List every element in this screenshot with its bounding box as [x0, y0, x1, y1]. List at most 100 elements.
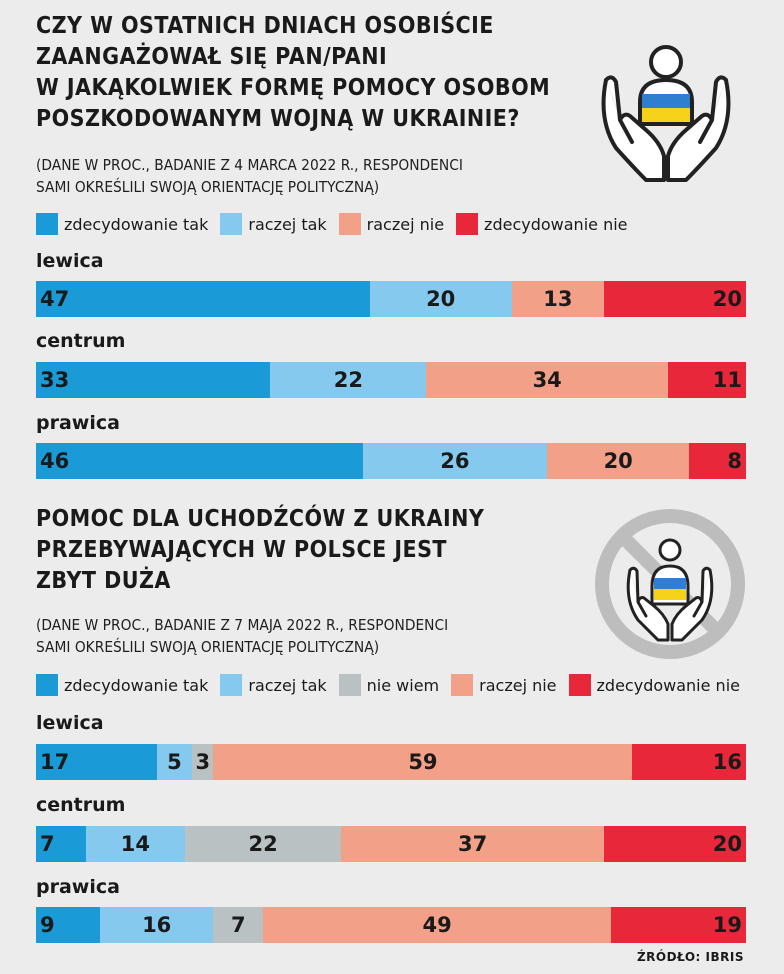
bar-segment: 17: [36, 744, 157, 780]
bar-segment: 16: [632, 744, 746, 780]
data-label: 46: [40, 449, 70, 473]
data-label: 8: [727, 449, 742, 473]
chart1-title-line: CZY W OSTATNICH DNIACH OSOBIŚCIE: [36, 11, 494, 39]
left-hand: [626, 566, 670, 642]
data-label: 20: [712, 832, 742, 856]
category-label: prawica: [36, 412, 120, 434]
legend-swatch: [220, 674, 243, 696]
bar-segment: 11: [667, 362, 746, 398]
bar-segment: 7: [36, 826, 86, 862]
stacked-bar: 47 20 13 20: [36, 281, 746, 317]
data-label: 26: [440, 449, 470, 473]
legend-label: raczej tak: [248, 214, 327, 234]
chart2-title: POMOC DLA UCHODŹCÓW Z UKRAINY PRZEBYWAJĄ…: [36, 503, 484, 596]
bar-segment: 20: [603, 826, 746, 862]
bar-segment: 59: [213, 744, 633, 780]
stacked-bar: 33 22 34 11: [36, 362, 746, 398]
chart1-title-line: W JAKĄKOLWIEK FORMĘ POMOCY OSOBOM: [36, 73, 551, 101]
data-label: 59: [408, 750, 438, 774]
stacked-bar: 9 16 7 49 19: [36, 907, 746, 943]
right-hand: [670, 566, 714, 642]
legend-label: nie wiem: [366, 675, 440, 695]
data-label: 22: [333, 368, 363, 392]
left-hand: [601, 75, 666, 182]
chart1-subtitle-line: SAMI OKREŚLILI SWOJĄ ORIENTACJĘ POLITYCZ…: [36, 178, 380, 196]
bar-segment: 16: [99, 907, 214, 943]
bar-segment: 9: [36, 907, 100, 943]
bar-segment: 46: [36, 443, 363, 479]
legend-label: zdecydowanie nie: [484, 214, 628, 234]
legend-item: zdecydowanie nie: [456, 213, 628, 235]
chart2-subtitle-line: (DANE W PROC., BADANIE Z 7 MAJA 2022 R.,…: [36, 616, 449, 634]
legend-swatch: [36, 213, 58, 235]
legend-item: zdecydowanie nie: [568, 674, 740, 696]
chart2-subtitle-line: SAMI OKREŚLILI SWOJĄ ORIENTACJĘ POLITYCZ…: [36, 638, 380, 656]
category-label: centrum: [36, 794, 126, 816]
chart1-title-line: ZAANGAŻOWAŁ SIĘ PAN/PANI: [36, 42, 388, 70]
bar-segment: 47: [36, 281, 370, 317]
category-label: lewica: [36, 712, 104, 734]
chart2-title-line: POMOC DLA UCHODŹCÓW Z UKRAINY: [36, 504, 485, 532]
legend-item: nie wiem: [338, 674, 440, 696]
data-label: 17: [40, 750, 70, 774]
bar-segment: 19: [611, 907, 746, 943]
bar-segment: 22: [185, 826, 342, 862]
category-label: lewica: [36, 250, 104, 272]
data-label: 7: [40, 832, 55, 856]
category-label: prawica: [36, 876, 120, 898]
legend-item: zdecydowanie tak: [36, 213, 208, 235]
bar-segment: 26: [362, 443, 548, 479]
data-label: 20: [712, 287, 742, 311]
data-label: 14: [120, 832, 150, 856]
data-label: 9: [40, 913, 55, 937]
legend-item: zdecydowanie tak: [36, 674, 208, 696]
category-label: centrum: [36, 330, 126, 352]
hands-helping-person-icon: [586, 30, 746, 190]
chart1-subtitle: (DANE W PROC., BADANIE Z 4 MARCA 2022 R.…: [36, 154, 463, 198]
legend-swatch: [220, 213, 243, 235]
data-label: 22: [248, 832, 278, 856]
legend-label: zdecydowanie tak: [64, 675, 209, 695]
bar-segment: 8: [689, 443, 746, 479]
legend-item: raczej nie: [338, 213, 444, 235]
data-label: 20: [426, 287, 456, 311]
chart2-legend: zdecydowanie tak raczej tak nie wiem rac…: [36, 674, 752, 696]
legend-swatch: [451, 674, 474, 696]
data-label: 47: [40, 287, 70, 311]
legend-swatch: [338, 674, 361, 696]
chart2-subtitle: (DANE W PROC., BADANIE Z 7 MAJA 2022 R.,…: [36, 614, 448, 658]
source-note: ŹRÓDŁO: IBRIS: [636, 950, 744, 964]
stacked-bar: 17 5 3 59 16: [36, 744, 746, 780]
data-label: 16: [712, 750, 742, 774]
flag-blue: [654, 578, 686, 589]
bar-segment: 33: [36, 362, 271, 398]
data-label: 37: [457, 832, 488, 856]
chart2-title-line: ZBYT DUŻA: [36, 566, 171, 594]
bar-segment: 13: [511, 281, 604, 317]
bar-segment: 22: [270, 362, 427, 398]
data-label: 13: [543, 287, 573, 311]
bar-segment: 20: [603, 281, 746, 317]
bar-segment: 49: [263, 907, 612, 943]
bar-segment: 5: [156, 744, 193, 780]
legend-item: raczej tak: [220, 213, 327, 235]
legend-item: raczej tak: [220, 674, 327, 696]
bar-segment: 37: [341, 826, 604, 862]
chart1-title-line: POSZKODOWANYM WOJNĄ W UKRAINIE?: [36, 104, 520, 132]
data-label: 33: [40, 368, 70, 392]
bar-segment: 3: [192, 744, 214, 780]
legend-item: raczej nie: [451, 674, 557, 696]
chart1-title: CZY W OSTATNICH DNIACH OSOBIŚCIE ZAANGAŻ…: [36, 10, 550, 134]
bar-segment: 7: [213, 907, 264, 943]
bar-segment: 20: [369, 281, 512, 317]
data-label: 3: [195, 750, 211, 774]
bar-segment: 34: [426, 362, 668, 398]
person-head: [649, 45, 683, 79]
chart1-legend: zdecydowanie tak raczej tak raczej nie z…: [36, 213, 640, 235]
flag-blue: [642, 94, 690, 108]
legend-swatch: [36, 674, 58, 696]
legend-label: zdecydowanie tak: [64, 214, 209, 234]
data-label: 7: [231, 913, 246, 937]
stacked-bar: 46 26 20 8: [36, 443, 746, 479]
legend-swatch: [568, 674, 591, 696]
